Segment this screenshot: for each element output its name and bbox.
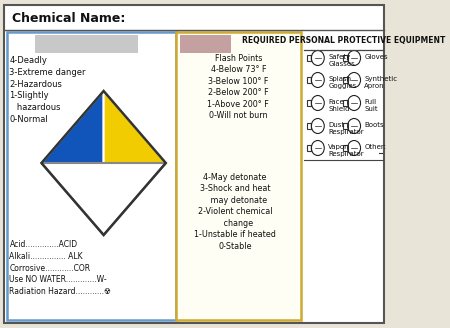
Bar xyxy=(7,32,176,320)
Text: Chemical Name:: Chemical Name: xyxy=(12,11,126,25)
Text: Vapor
Respirator: Vapor Respirator xyxy=(328,144,364,157)
Bar xyxy=(306,145,311,151)
Text: Splash
Goggles: Splash Goggles xyxy=(328,76,356,89)
Text: Safety
Glasses: Safety Glasses xyxy=(328,54,355,67)
Text: REQUIRED PERSONAL PROTECTIVE EQUIPMENT: REQUIRED PERSONAL PROTECTIVE EQUIPMENT xyxy=(242,36,446,45)
Bar xyxy=(306,100,311,106)
Bar xyxy=(343,123,347,129)
Text: Dust
Respirator: Dust Respirator xyxy=(328,122,364,135)
Polygon shape xyxy=(41,91,104,235)
Bar xyxy=(35,35,138,53)
Polygon shape xyxy=(104,91,166,235)
Polygon shape xyxy=(41,163,166,235)
Text: Acid..............ACID
Alkali............... ALK
Corrosive............COR
Use NO: Acid..............ACID Alkali...........… xyxy=(9,240,111,296)
Polygon shape xyxy=(41,91,166,163)
Text: Gloves: Gloves xyxy=(364,54,388,60)
Text: Face
Shield: Face Shield xyxy=(328,99,350,112)
Bar xyxy=(343,55,347,61)
Text: Full
Suit: Full Suit xyxy=(364,99,378,112)
Bar xyxy=(343,145,347,151)
Text: 4-Deadly
3-Extreme danger
2-Hazardous
1-Slightly
   hazardous
0-Normal: 4-Deadly 3-Extreme danger 2-Hazardous 1-… xyxy=(9,56,86,124)
Bar xyxy=(176,32,301,320)
Bar xyxy=(306,55,311,61)
Bar xyxy=(180,35,231,53)
Text: Boots: Boots xyxy=(364,122,384,128)
Bar xyxy=(306,77,311,83)
Text: Flash Points
4-Below 73° F
3-Below 100° F
2-Below 200° F
1-Above 200° F
0-Will n: Flash Points 4-Below 73° F 3-Below 100° … xyxy=(207,54,269,120)
Text: Other:: Other: xyxy=(364,144,387,150)
Text: 4-May detonate
3-Shock and heat
   may detonate
2-Violent chemical
   change
1-U: 4-May detonate 3-Shock and heat may deto… xyxy=(194,173,276,251)
Bar xyxy=(306,123,311,129)
Text: Synthetic
Apron: Synthetic Apron xyxy=(364,76,397,89)
Bar xyxy=(343,77,347,83)
Bar xyxy=(343,100,347,106)
